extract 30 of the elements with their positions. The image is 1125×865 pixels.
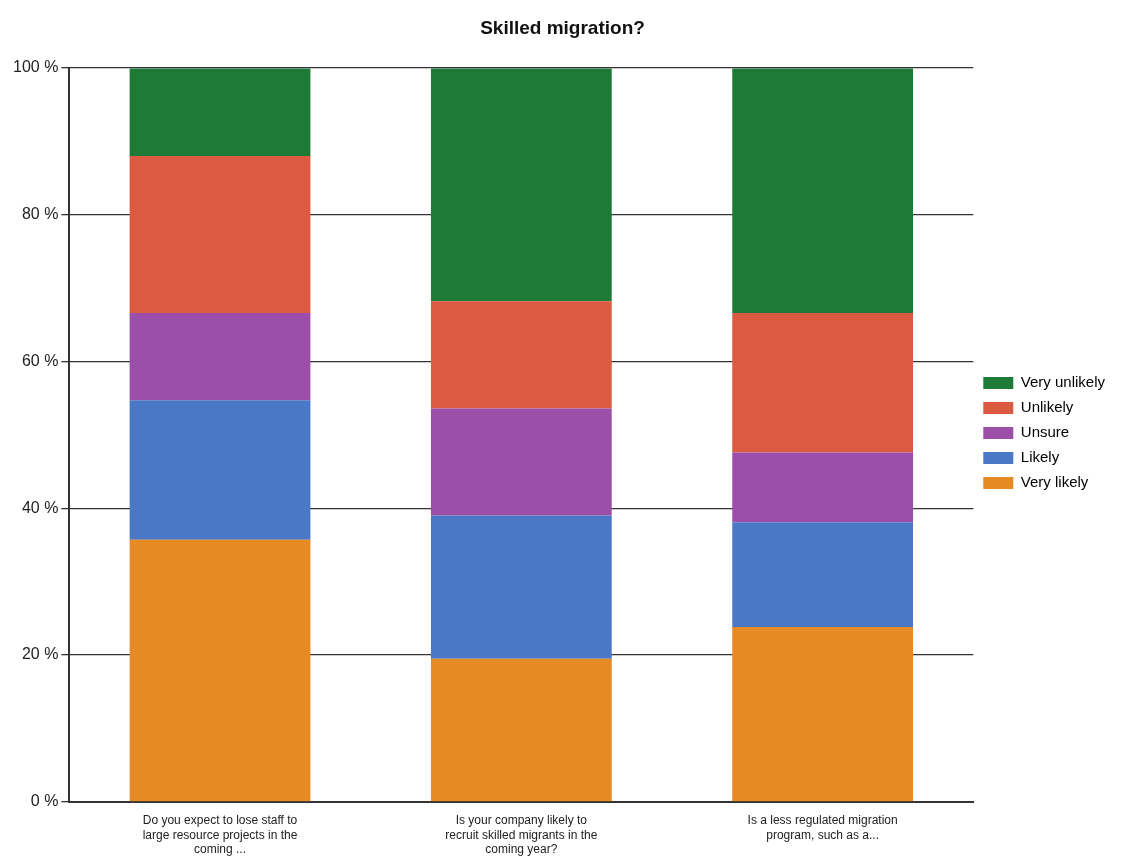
bar [129,400,311,540]
legend-label: Unlikely [1020,398,1074,416]
bar [430,515,612,659]
bar [732,68,914,313]
y-tick-label: 80 % [21,205,59,223]
bar [732,452,914,523]
legend-label: Very unlikely [1020,373,1106,391]
y-tick-label: 20 % [21,645,59,663]
bar [129,155,311,313]
y-tick-label: 0 % [30,792,59,810]
x-tick-label: Is your company likely to recruit skilled migrants in the coming year? [445,813,598,857]
bar [430,68,612,302]
bar [430,408,612,516]
bar [430,658,612,802]
chart-title: Skilled migration? [480,16,645,38]
bar [732,627,914,802]
y-tick-label: 60 % [21,351,59,369]
bar [129,539,311,802]
y-tick-label: 40 % [21,498,59,516]
legend-label: Very likely [1020,473,1089,491]
y-tick-label: 100 % [12,58,59,76]
bar [129,312,311,401]
bar [430,301,612,409]
x-tick-label: Is a less regulated migration program, such as a... [747,813,898,842]
legend-label: Unsure [1020,423,1070,441]
x-tick-label: Do you expect to lose staff to large resource projects in the coming ... [142,813,298,857]
bar [129,68,311,156]
legend-label: Likely [1020,448,1060,466]
bar [732,312,914,453]
bar [732,522,914,628]
